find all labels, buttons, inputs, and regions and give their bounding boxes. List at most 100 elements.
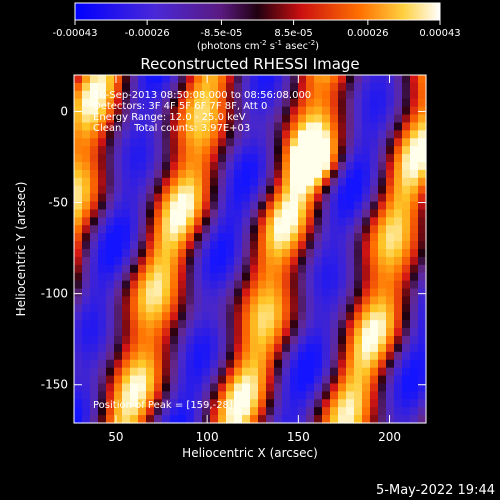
- heatmap-cell: [218, 367, 227, 377]
- heatmap-cell: [218, 288, 227, 298]
- heatmap-cell: [266, 399, 275, 408]
- heatmap-cell: [146, 185, 155, 195]
- heatmap-cell: [114, 193, 123, 203]
- heatmap-cell: [226, 336, 235, 345]
- heatmap-cell: [122, 328, 131, 337]
- heatmap-cell: [98, 336, 107, 345]
- heatmap-cell: [282, 130, 291, 139]
- heatmap-cell: [338, 256, 347, 266]
- heatmap-cell: [282, 336, 291, 345]
- heatmap-cell: [410, 98, 419, 108]
- heatmap-cell: [306, 264, 315, 274]
- heatmap-cell: [242, 106, 251, 116]
- heatmap-cell: [266, 209, 275, 218]
- heatmap-cell: [178, 75, 187, 84]
- heatmap-cell: [354, 177, 363, 187]
- heatmap-cell: [82, 304, 91, 313]
- heatmap-cell: [386, 280, 395, 290]
- heatmap-cell: [338, 233, 347, 242]
- heatmap-cell: [250, 75, 259, 84]
- heatmap-cell: [354, 383, 363, 392]
- heatmap-cell: [162, 154, 171, 163]
- heatmap-cell: [386, 296, 395, 305]
- heatmap-cell: [378, 185, 387, 195]
- heatmap-cell: [354, 122, 363, 131]
- heatmap-cell: [162, 296, 171, 305]
- heatmap-cell: [250, 288, 259, 298]
- heatmap-cell: [306, 343, 315, 353]
- heatmap-cell: [98, 162, 107, 171]
- heatmap-cell: [114, 233, 123, 242]
- heatmap-cell: [418, 320, 427, 329]
- heatmap-cell: [122, 217, 131, 226]
- heatmap-cell: [194, 90, 203, 100]
- heatmap-cell: [218, 154, 227, 163]
- heatmap-cell: [322, 288, 331, 298]
- heatmap-cell: [130, 185, 139, 195]
- heatmap-cell: [298, 185, 307, 195]
- heatmap-cell: [378, 351, 387, 361]
- heatmap-cell: [402, 249, 411, 258]
- heatmap-cell: [154, 98, 163, 108]
- heatmap-cell: [346, 343, 355, 353]
- heatmap-cell: [210, 367, 219, 377]
- heatmap-cell: [402, 391, 411, 400]
- heatmap-cell: [98, 264, 107, 274]
- heatmap-cell: [386, 272, 395, 282]
- heatmap-cell: [362, 415, 371, 424]
- heatmap-cell: [234, 415, 243, 424]
- heatmap-cell: [266, 75, 275, 84]
- heatmap-cell: [90, 264, 99, 274]
- heatmap-cell: [282, 154, 291, 163]
- heatmap-cell: [242, 391, 251, 400]
- heatmap-cell: [162, 185, 171, 195]
- heatmap-cell: [282, 328, 291, 337]
- heatmap-cell: [178, 138, 187, 147]
- heatmap-cell: [290, 75, 299, 84]
- heatmap-cell: [226, 296, 235, 305]
- heatmap-cell: [242, 241, 251, 250]
- heatmap-cell: [202, 272, 211, 282]
- heatmap-cell: [338, 169, 347, 179]
- heatmap-cell: [146, 375, 155, 385]
- heatmap-cell: [138, 177, 147, 187]
- heatmap-cell: [258, 90, 267, 100]
- heatmap-cell: [218, 343, 227, 353]
- heatmap-cell: [186, 328, 195, 337]
- heatmap-cell: [202, 201, 211, 211]
- heatmap-cell: [146, 90, 155, 100]
- heatmap-cell: [346, 312, 355, 321]
- heatmap-cell: [106, 288, 115, 298]
- heatmap-cell: [354, 201, 363, 211]
- heatmap-cell: [162, 122, 171, 131]
- heatmap-cell: [346, 304, 355, 313]
- heatmap-cell: [306, 138, 315, 147]
- heatmap-cell: [218, 169, 227, 179]
- heatmap-cell: [226, 75, 235, 84]
- heatmap-cell: [394, 193, 403, 203]
- heatmap-cell: [250, 312, 259, 321]
- heatmap-cell: [210, 225, 219, 234]
- heatmap-cell: [274, 217, 283, 226]
- heatmap-cell: [354, 256, 363, 266]
- heatmap-cell: [306, 82, 315, 92]
- heatmap-cell: [410, 343, 419, 353]
- heatmap-cell: [170, 343, 179, 353]
- heatmap-cell: [330, 225, 339, 234]
- heatmap-cell: [98, 280, 107, 290]
- heatmap-cell: [186, 280, 195, 290]
- heatmap-cell: [282, 241, 291, 250]
- y-tick-label: -50: [48, 196, 68, 210]
- heatmap-cell: [226, 209, 235, 218]
- heatmap-cell: [410, 264, 419, 274]
- heatmap-cell: [138, 169, 147, 179]
- heatmap-cell: [234, 209, 243, 218]
- heatmap-cell: [74, 185, 83, 195]
- heatmap-cell: [202, 138, 211, 147]
- heatmap-cell: [266, 304, 275, 313]
- heatmap-cell: [410, 367, 419, 377]
- heatmap-cell: [418, 138, 427, 147]
- heatmap-cell: [378, 114, 387, 124]
- heatmap-cell: [114, 75, 123, 84]
- heatmap-cell: [314, 201, 323, 211]
